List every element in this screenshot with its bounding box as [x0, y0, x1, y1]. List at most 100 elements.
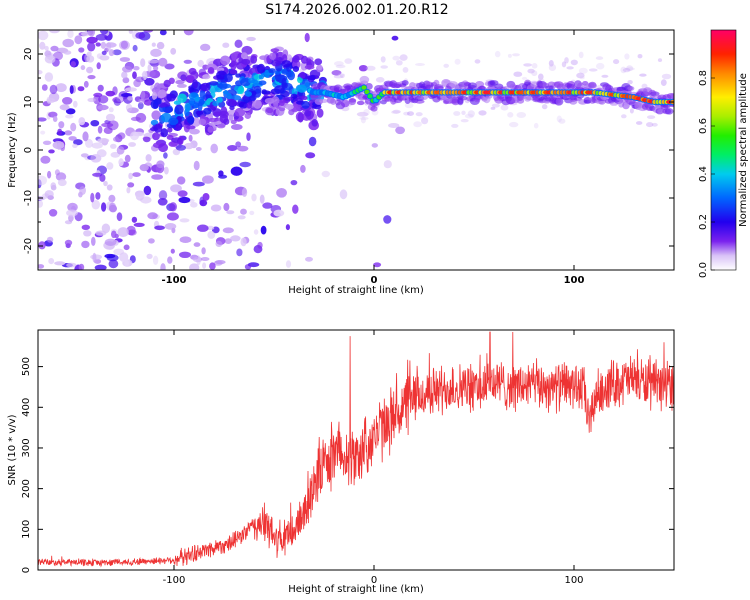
- heatmap-cell: [167, 256, 173, 264]
- heatmap-cell: [62, 38, 74, 48]
- heatmap-cell: [316, 64, 323, 71]
- heatmap-cell: [153, 123, 163, 133]
- heatmap-cell: [116, 212, 123, 222]
- heatmap-cell: [613, 59, 620, 65]
- heatmap-cell: [164, 223, 177, 230]
- heatmap-cell: [253, 229, 259, 235]
- heatmap-cell: [125, 103, 133, 112]
- heatmap-cell: [159, 30, 167, 36]
- heatmap-cell: [44, 45, 49, 51]
- heatmap-cell: [474, 59, 481, 64]
- heatmap-cell: [132, 172, 141, 178]
- heatmap-cell: [425, 84, 434, 91]
- heatmap-cell: [407, 111, 414, 116]
- heatmap-cell: [127, 182, 135, 188]
- heatmap-cell: [467, 110, 475, 118]
- heatmap-cell: [240, 208, 247, 215]
- heatmap-cell: [257, 63, 266, 74]
- heatmap-cell: [126, 187, 131, 194]
- heatmap-cell: [90, 120, 100, 127]
- heatmap-cell: [399, 54, 408, 61]
- heatmap-cell: [390, 110, 400, 115]
- heatmap-cell: [292, 204, 299, 214]
- heatmap-cell: [124, 87, 137, 92]
- heatmap-cell: [133, 79, 141, 88]
- heatmap-cell: [512, 53, 520, 57]
- heatmap-cell: [186, 125, 196, 130]
- heatmap-cell: [207, 230, 216, 239]
- heatmap-cell: [227, 145, 238, 151]
- spectrogram-y-label: Frequency (Hz): [7, 112, 18, 188]
- heatmap-cell: [413, 121, 422, 128]
- heatmap-cell: [246, 36, 256, 42]
- heatmap-cell: [276, 188, 287, 198]
- heatmap-cell: [126, 225, 136, 236]
- heatmap-cell: [144, 78, 155, 86]
- heatmap-cell: [48, 209, 58, 217]
- heatmap-cell: [175, 144, 186, 151]
- heatmap-cell: [90, 192, 95, 203]
- heatmap-cell: [188, 134, 193, 142]
- heatmap-cell: [82, 131, 89, 142]
- colorbar-ticks: 0.0 0.2 0.4 0.6 0.8: [698, 70, 715, 278]
- heatmap-cell: [513, 71, 523, 77]
- heatmap-cell: [164, 166, 169, 175]
- colorbar-label: Normalized spectral amplitude: [738, 73, 749, 227]
- heatmap-cell: [38, 241, 46, 250]
- heatmap-cell: [123, 244, 130, 251]
- heatmap-cell: [199, 199, 208, 207]
- heatmap-cell: [556, 115, 562, 123]
- heatmap-cell: [626, 65, 634, 72]
- heatmap-cell: [44, 190, 54, 199]
- heatmap-cell: [131, 216, 138, 223]
- heatmap-cell: [96, 149, 107, 158]
- colorbar-tick-label: 0.8: [698, 70, 709, 86]
- heatmap-cell: [620, 66, 627, 74]
- heatmap-cell: [274, 70, 281, 75]
- heatmap-cell: [46, 96, 52, 105]
- heatmap-cell: [124, 154, 131, 163]
- heatmap-cell: [305, 152, 316, 159]
- heatmap-cell: [622, 68, 631, 73]
- heatmap-cell: [300, 55, 309, 64]
- heatmap-cell: [91, 199, 101, 210]
- heatmap-cell: [207, 117, 219, 123]
- heatmap-cell: [491, 103, 500, 108]
- heatmap-cell: [164, 63, 175, 70]
- heatmap-cell: [111, 230, 117, 239]
- heatmap-cell: [197, 59, 204, 68]
- heatmap-cell: [230, 166, 243, 176]
- colorbar-tick-label: 0.6: [698, 118, 709, 134]
- heatmap-cell: [132, 44, 138, 52]
- heatmap-cell: [467, 82, 477, 89]
- heatmap-cell: [636, 121, 643, 125]
- heatmap-cell: [147, 212, 158, 220]
- heatmap-cell: [166, 93, 176, 102]
- spectrogram-x-tick-label: -100: [161, 275, 186, 286]
- heatmap-cell: [153, 98, 162, 105]
- heatmap-cell: [104, 253, 116, 259]
- colorbar: 0.0 0.2 0.4 0.6 0.8 Normalized spectral ampl…: [698, 29, 749, 278]
- heatmap-cell: [200, 257, 210, 261]
- heatmap-cell: [490, 106, 496, 110]
- heatmap-cell: [192, 181, 205, 187]
- heatmap-cell: [314, 58, 323, 66]
- heatmap-cell: [95, 33, 108, 41]
- snr-x-tick-label: -100: [163, 575, 186, 586]
- heatmap-cell: [190, 202, 198, 208]
- heatmap-cell: [53, 51, 63, 61]
- heatmap-cell: [156, 160, 165, 169]
- heatmap-cell: [224, 73, 233, 83]
- heatmap-cell: [163, 152, 168, 159]
- spectrogram-y-tick-label: -20: [23, 238, 34, 254]
- heatmap-cell: [403, 111, 410, 116]
- heatmap-cell: [259, 194, 265, 204]
- heatmap-cell: [174, 104, 184, 115]
- heatmap-cell: [240, 237, 247, 247]
- snr-y-tick-label: 300: [21, 438, 32, 457]
- heatmap-cell: [392, 55, 401, 61]
- heatmap-cell: [596, 62, 605, 70]
- heatmap-cell: [646, 122, 654, 128]
- heatmap-cell: [128, 30, 133, 34]
